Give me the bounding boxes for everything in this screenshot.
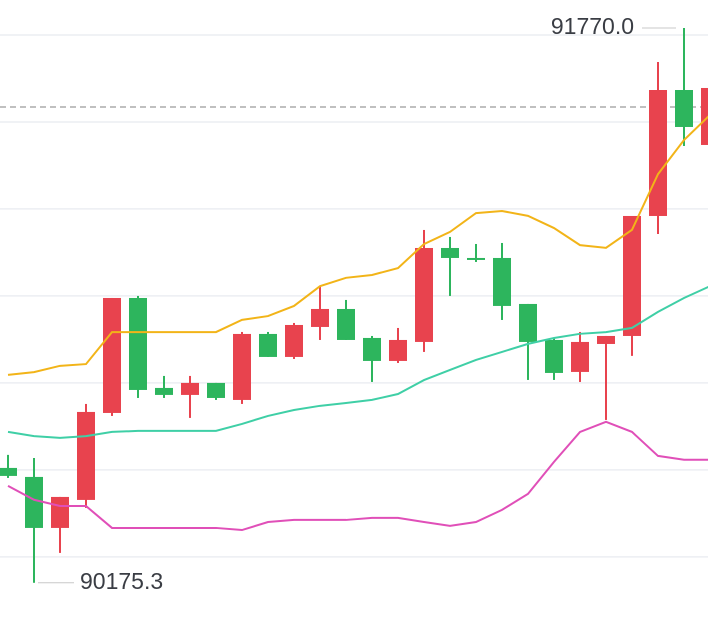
candle-body xyxy=(649,90,667,216)
candle-body xyxy=(519,303,537,342)
candle-body xyxy=(77,411,95,500)
band-line xyxy=(7,285,708,439)
candle-body xyxy=(675,90,693,127)
candle-body xyxy=(467,257,485,260)
candle-body xyxy=(545,339,563,373)
annotation-label: 90175.3 xyxy=(80,568,163,594)
candle-body xyxy=(363,337,381,361)
candle-body xyxy=(181,382,199,395)
candle-body xyxy=(103,297,121,413)
candle-body xyxy=(155,387,173,395)
candle-body xyxy=(207,382,225,398)
candle-body xyxy=(337,308,355,340)
candle-body xyxy=(233,333,251,400)
candle-body xyxy=(0,467,17,476)
band-line xyxy=(7,115,708,376)
candle-body xyxy=(415,247,433,342)
candle-body xyxy=(285,324,303,357)
band-line xyxy=(7,420,708,532)
candle-body xyxy=(623,215,641,336)
candle-body xyxy=(311,308,329,327)
candle-body xyxy=(701,87,708,145)
candle-body xyxy=(441,247,459,258)
candle-body xyxy=(493,257,511,306)
candle-body xyxy=(25,476,43,528)
candle-body xyxy=(129,297,147,390)
candle-body xyxy=(389,339,407,361)
candle-body xyxy=(597,335,615,344)
annotation-label: 91770.0 xyxy=(551,13,634,39)
candle-body xyxy=(51,496,69,528)
candle-body xyxy=(571,341,589,372)
candle-body xyxy=(259,333,277,357)
